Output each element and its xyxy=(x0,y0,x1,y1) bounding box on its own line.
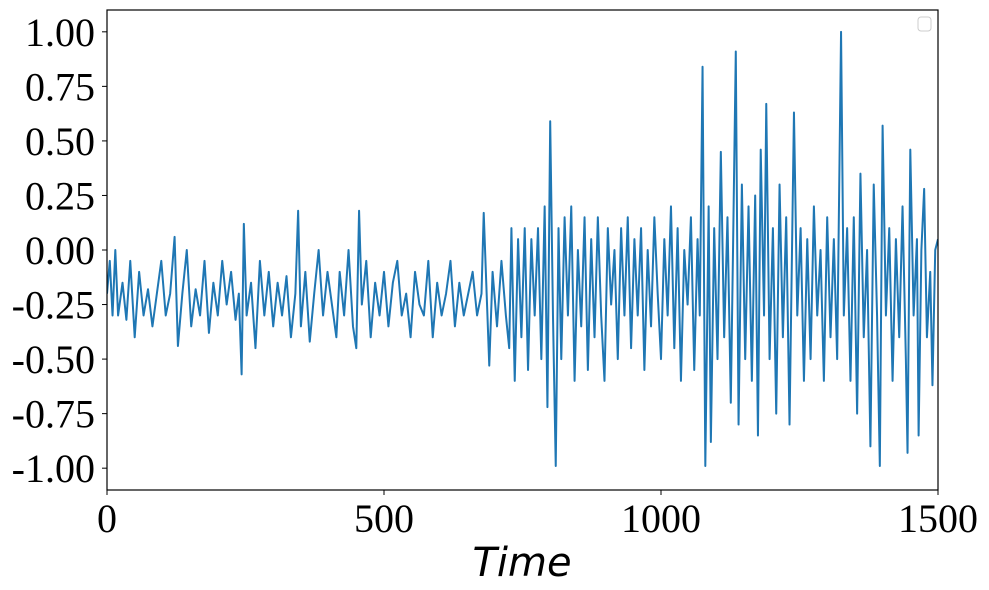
y-tick-label: 1.00 xyxy=(25,10,95,55)
y-tick-label: -1.00 xyxy=(12,446,95,491)
line-series xyxy=(107,30,938,467)
plot-area xyxy=(107,30,938,467)
x-axis-label: Time xyxy=(472,540,571,586)
y-tick-label: 0.25 xyxy=(25,173,95,218)
y-tick-label: -0.25 xyxy=(12,283,95,328)
x-tick-label: 1500 xyxy=(898,496,978,541)
y-tick-label: 0.50 xyxy=(25,119,95,164)
y-tick-label: 0.00 xyxy=(25,228,95,273)
x-tick-label: 500 xyxy=(354,496,414,541)
x-tick-label: 1000 xyxy=(621,496,701,541)
x-tick-label: 0 xyxy=(97,496,117,541)
y-tick-label: -0.75 xyxy=(12,392,95,437)
y-tick-label: 0.75 xyxy=(25,64,95,109)
y-tick-label: -0.50 xyxy=(12,337,95,382)
legend xyxy=(917,16,932,32)
